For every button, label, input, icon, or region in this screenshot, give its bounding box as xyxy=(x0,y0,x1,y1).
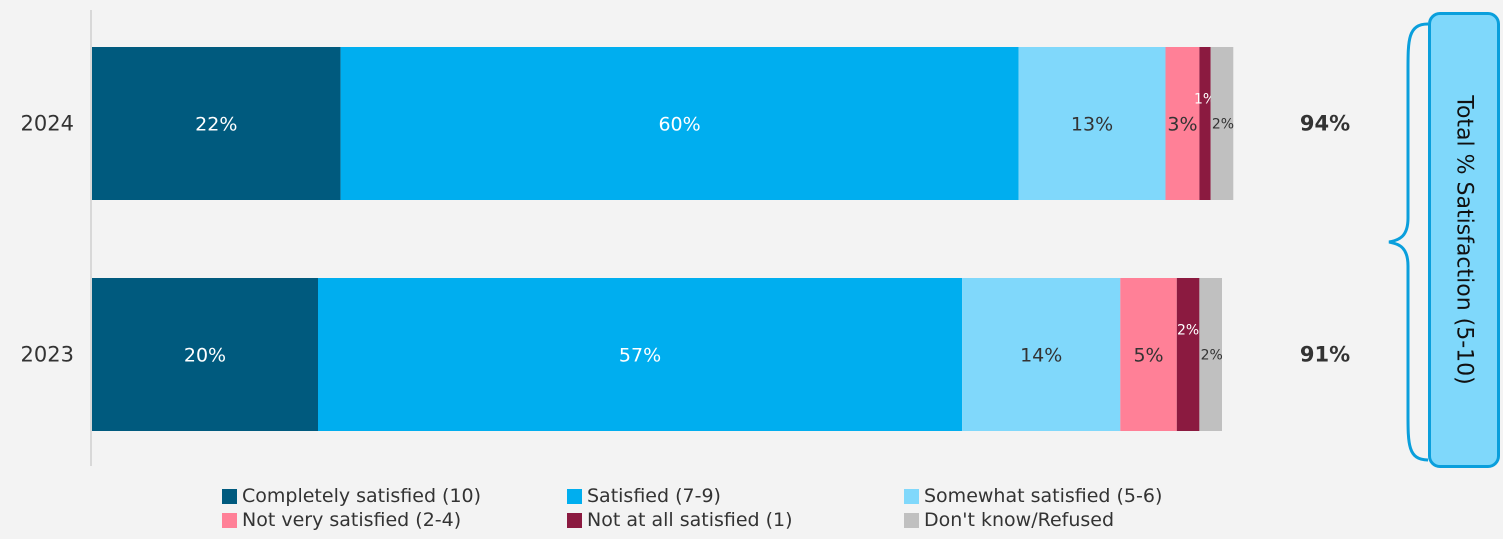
legend-item: Not very satisfied (2-4) xyxy=(222,508,461,532)
legend-swatch xyxy=(222,512,237,528)
data-label: 1% xyxy=(1194,92,1216,108)
legend-swatch xyxy=(567,512,582,528)
legend-item: Don't know/Refused xyxy=(904,508,1114,532)
bar-segment xyxy=(92,278,318,431)
data-label: 14% xyxy=(1020,345,1062,367)
bar-segment xyxy=(318,278,963,431)
legend-label: Not very satisfied (2-4) xyxy=(242,509,462,531)
data-label: 60% xyxy=(658,114,700,136)
legend-item: Not at all satisfied (1) xyxy=(567,508,793,532)
legend-swatch xyxy=(222,488,237,504)
bar-segment xyxy=(962,278,1121,431)
bar-segment xyxy=(1199,278,1222,431)
legend-label: Completely satisfied (10) xyxy=(242,485,482,507)
legend-label: Don't know/Refused xyxy=(924,509,1115,531)
category-label: 2024 xyxy=(21,112,74,136)
total-label: 94% xyxy=(1300,112,1350,136)
legend-label: Satisfied (7-9) xyxy=(587,485,721,507)
data-label: 22% xyxy=(195,114,237,136)
legend-swatch xyxy=(904,512,919,528)
legend-swatch xyxy=(904,488,919,504)
legend-label: Somewhat satisfied (5-6) xyxy=(924,485,1163,507)
brace-shape xyxy=(1388,22,1429,462)
legend-swatch xyxy=(567,488,582,504)
bar-segment xyxy=(1018,47,1166,200)
bar-segment xyxy=(1199,47,1211,200)
total-label: 91% xyxy=(1300,343,1350,367)
data-label: 2% xyxy=(1177,323,1199,339)
data-label: 2% xyxy=(1201,348,1223,364)
legend-label: Not at all satisfied (1) xyxy=(587,509,793,531)
bar-segment xyxy=(1120,278,1177,431)
category-label: 2023 xyxy=(21,343,74,367)
bar-segment xyxy=(92,47,341,200)
bar-segment xyxy=(340,47,1019,200)
data-label: 20% xyxy=(184,345,226,367)
bar-segment xyxy=(1210,47,1234,200)
legend-item: Satisfied (7-9) xyxy=(567,484,721,508)
legend-item: Somewhat satisfied (5-6) xyxy=(904,484,1162,508)
data-label: 57% xyxy=(619,345,661,367)
total-satisfaction-callout: Total % Satisfaction (5-10) xyxy=(1428,12,1500,468)
callout-label: Total % Satisfaction (5-10) xyxy=(1451,95,1477,385)
bar-segment xyxy=(1176,278,1200,431)
data-label: 3% xyxy=(1167,114,1197,136)
data-label: 5% xyxy=(1133,345,1163,367)
bar-segment xyxy=(1165,47,1200,200)
data-label: 13% xyxy=(1071,114,1113,136)
data-label: 2% xyxy=(1212,117,1234,133)
legend-item: Completely satisfied (10) xyxy=(222,484,481,508)
